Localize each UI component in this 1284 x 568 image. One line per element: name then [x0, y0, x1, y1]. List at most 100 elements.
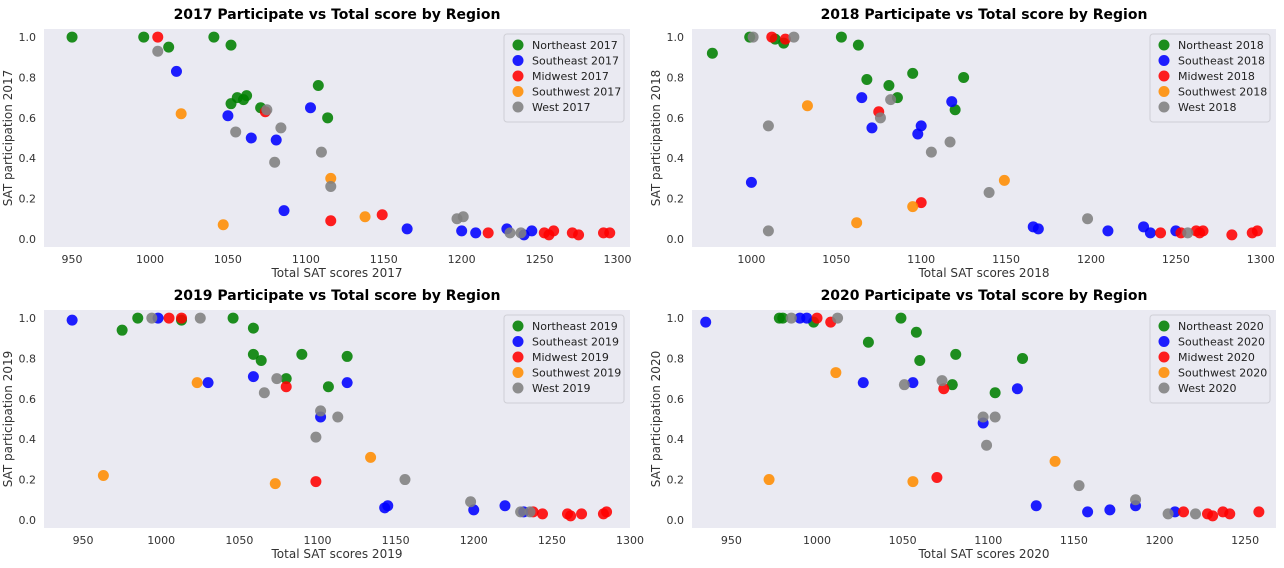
data-point — [1073, 480, 1085, 492]
data-point — [255, 354, 267, 366]
data-point — [785, 312, 797, 324]
data-point — [278, 205, 290, 217]
data-point — [777, 312, 789, 324]
data-point — [457, 211, 469, 223]
data-point — [907, 476, 919, 488]
x-tick-label: 1000 — [803, 534, 831, 547]
legend-marker — [512, 55, 524, 66]
data-point — [747, 31, 759, 43]
data-point — [852, 39, 864, 51]
legend-entry: West 2017 — [532, 101, 591, 114]
data-point — [1102, 225, 1114, 237]
data-point — [1197, 225, 1209, 237]
x-tick-label: 1200 — [460, 534, 488, 547]
data-point — [811, 312, 823, 324]
data-point — [146, 312, 158, 324]
data-point — [230, 126, 242, 138]
data-point — [280, 373, 292, 385]
data-point — [499, 500, 511, 512]
legend-marker — [1158, 382, 1170, 394]
y-tick-label: 0.4 — [667, 152, 685, 165]
legend-entry: Midwest 2019 — [532, 351, 609, 364]
legend-marker — [1158, 367, 1170, 378]
data-point — [245, 132, 257, 144]
data-point — [280, 381, 292, 393]
legend-entry: Southeast 2017 — [532, 55, 619, 68]
legend-entry: Southeast 2019 — [532, 336, 619, 349]
data-point — [762, 120, 774, 132]
data-point — [548, 225, 560, 237]
legend-entry: West 2020 — [1178, 382, 1237, 395]
legend-marker — [1158, 39, 1170, 51]
data-point — [745, 176, 757, 188]
data-point — [315, 405, 327, 417]
x-tick-label: 1300 — [604, 253, 632, 266]
x-tick-label: 1050 — [225, 534, 253, 547]
legend-entry: Northeast 2019 — [532, 320, 618, 333]
x-tick-label: 1150 — [992, 253, 1020, 266]
data-point — [322, 112, 334, 124]
x-tick-label: 950 — [721, 534, 742, 547]
data-point — [305, 102, 317, 114]
data-point — [1226, 229, 1238, 241]
y-tick-label: 0.2 — [667, 193, 685, 206]
data-point — [762, 225, 774, 237]
data-point — [1224, 508, 1236, 520]
chart-title: 2020 Participate vs Total score by Regio… — [821, 288, 1148, 304]
data-point — [269, 156, 281, 168]
legend-entry: Southeast 2020 — [1178, 336, 1265, 349]
x-tick-label: 1100 — [974, 534, 1002, 547]
x-tick-label: 1300 — [616, 534, 644, 547]
chart-panel-0: 2017 Participate vs Total score by Regio… — [1, 7, 632, 280]
data-point — [801, 312, 813, 324]
data-point — [310, 476, 322, 488]
data-point — [524, 506, 536, 518]
data-point — [310, 431, 322, 443]
data-point — [946, 379, 958, 391]
data-point — [208, 31, 220, 43]
legend-entry: Northeast 2017 — [532, 39, 618, 52]
data-point — [1253, 506, 1265, 518]
data-point — [1082, 506, 1094, 518]
data-point — [862, 336, 874, 348]
data-point — [885, 94, 897, 106]
data-point — [1251, 225, 1263, 237]
data-point — [950, 348, 962, 360]
data-point — [194, 312, 206, 324]
data-point — [269, 478, 281, 490]
x-axis-label: Total SAT scores 2018 — [918, 266, 1050, 280]
data-point — [66, 314, 78, 326]
x-axis-label: Total SAT scores 2020 — [918, 547, 1050, 561]
legend-entry: Southeast 2018 — [1178, 55, 1265, 68]
data-point — [1144, 227, 1156, 239]
data-point — [1182, 227, 1194, 239]
data-point — [341, 377, 353, 389]
chart-title: 2019 Participate vs Total score by Regio… — [174, 288, 501, 304]
legend-entry: Midwest 2018 — [1178, 70, 1255, 83]
data-point — [998, 174, 1010, 186]
y-axis-label: SAT participation 2017 — [1, 70, 15, 206]
x-tick-label: 950 — [73, 534, 94, 547]
data-point — [515, 506, 527, 518]
data-point — [163, 41, 175, 53]
data-point — [258, 387, 270, 399]
data-point — [1104, 504, 1116, 516]
y-tick-label: 0.8 — [19, 71, 37, 84]
data-point — [832, 312, 844, 324]
y-tick-label: 0.0 — [667, 514, 685, 527]
data-point — [788, 31, 800, 43]
data-point — [191, 377, 203, 389]
data-point — [907, 201, 919, 213]
data-point — [247, 371, 259, 383]
legend-marker — [1158, 336, 1170, 347]
data-point — [925, 146, 937, 158]
x-tick-label: 1000 — [136, 253, 164, 266]
x-tick-label: 1150 — [370, 253, 398, 266]
data-point — [225, 39, 237, 51]
data-point — [915, 197, 927, 209]
chart-title: 2018 Participate vs Total score by Regio… — [821, 7, 1148, 23]
data-point — [1049, 455, 1061, 467]
legend-entry: Southwest 2019 — [532, 367, 621, 380]
data-point — [1207, 510, 1219, 522]
